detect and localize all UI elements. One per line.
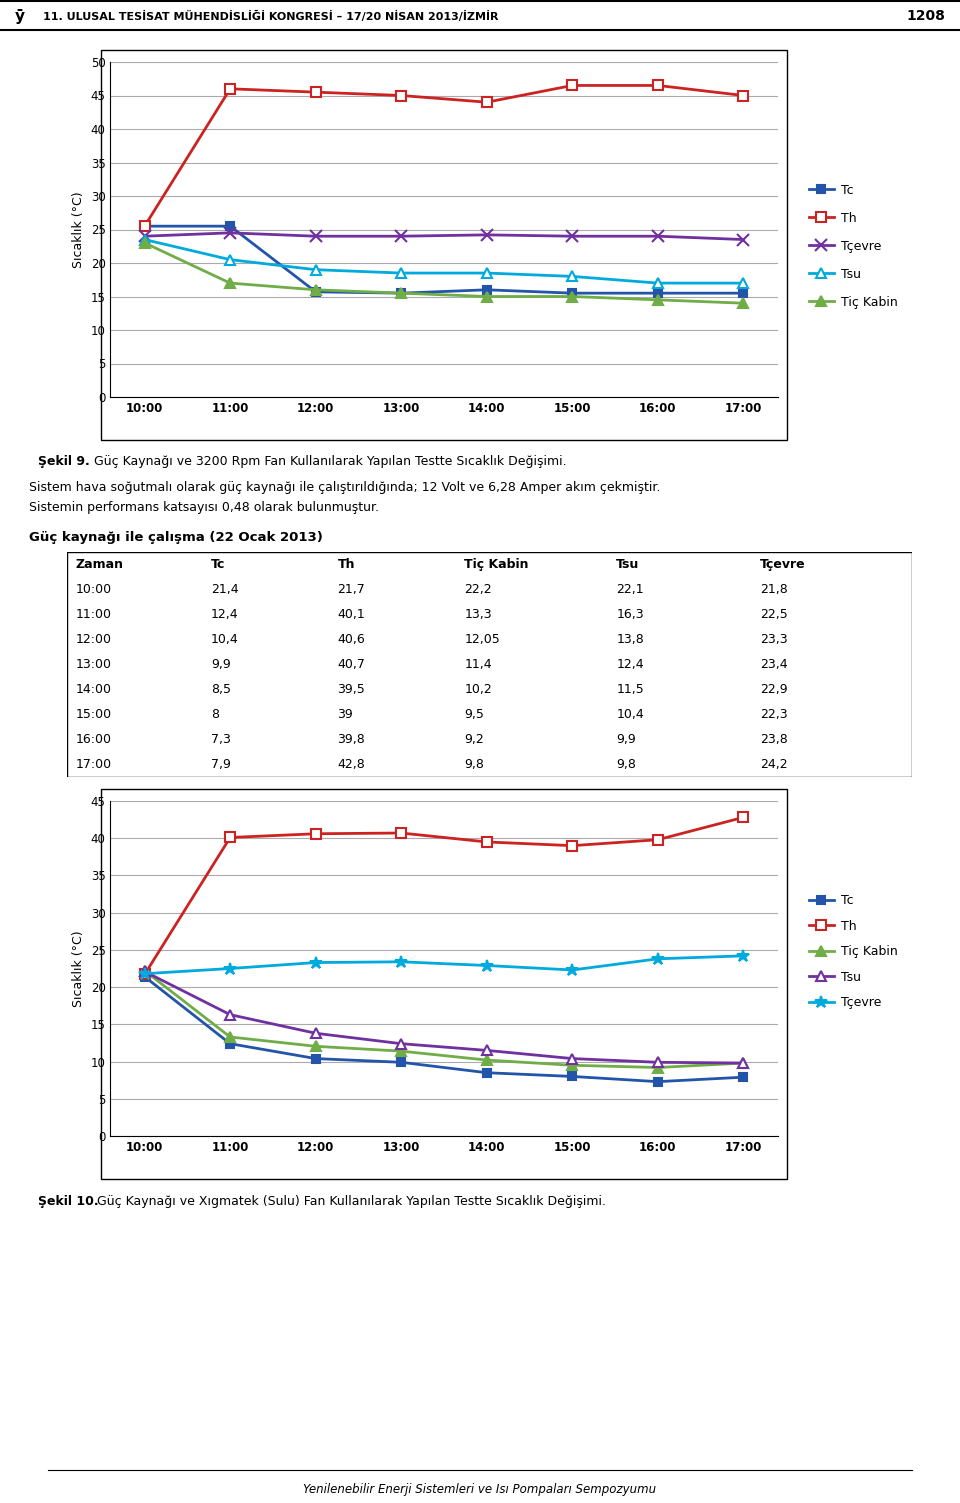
Text: Şekil 9.: Şekil 9.: [38, 455, 90, 469]
Text: Th: Th: [338, 558, 355, 571]
Text: 16:00: 16:00: [76, 733, 111, 745]
Text: 21,8: 21,8: [760, 583, 788, 597]
Text: 11,4: 11,4: [465, 658, 492, 670]
Text: 22,5: 22,5: [760, 609, 788, 621]
Text: 9,8: 9,8: [465, 758, 484, 771]
Y-axis label: Sıcaklık (°C): Sıcaklık (°C): [72, 930, 85, 1007]
Text: 7,3: 7,3: [211, 733, 230, 745]
Text: Tc: Tc: [211, 558, 226, 571]
Text: 10,4: 10,4: [616, 708, 644, 721]
Legend: Tc, Th, Tiç Kabin, Tsu, Tçevre: Tc, Th, Tiç Kabin, Tsu, Tçevre: [804, 890, 903, 1015]
Text: Zaman: Zaman: [76, 558, 124, 571]
Text: 1208: 1208: [907, 9, 946, 23]
Text: 22,2: 22,2: [465, 583, 492, 597]
Text: 13,8: 13,8: [616, 633, 644, 646]
Text: 21,4: 21,4: [211, 583, 238, 597]
Text: 12,4: 12,4: [616, 658, 644, 670]
Text: Şekil 10.: Şekil 10.: [38, 1195, 99, 1207]
Text: Sistem hava soğutmalı olarak güç kaynağı ile çalıştırıldığında; 12 Volt ve 6,28 : Sistem hava soğutmalı olarak güç kaynağı…: [29, 481, 660, 493]
Text: 40,6: 40,6: [338, 633, 366, 646]
Text: 9,5: 9,5: [465, 708, 484, 721]
Text: Güç Kaynağı ve Xıgmatek (Sulu) Fan Kullanılarak Yapılan Testte Sıcaklık Değişimi: Güç Kaynağı ve Xıgmatek (Sulu) Fan Kulla…: [93, 1195, 606, 1207]
Text: 10:00: 10:00: [76, 583, 111, 597]
Text: 21,7: 21,7: [338, 583, 366, 597]
Text: 23,4: 23,4: [760, 658, 787, 670]
Text: 40,1: 40,1: [338, 609, 366, 621]
Text: 39,8: 39,8: [338, 733, 366, 745]
Text: 39: 39: [338, 708, 353, 721]
Text: 9,9: 9,9: [616, 733, 636, 745]
Text: 17:00: 17:00: [76, 758, 111, 771]
Text: Güç Kaynağı ve 3200 Rpm Fan Kullanılarak Yapılan Testte Sıcaklık Değişimi.: Güç Kaynağı ve 3200 Rpm Fan Kullanılarak…: [89, 455, 566, 469]
Text: 15:00: 15:00: [76, 708, 111, 721]
Text: 10,4: 10,4: [211, 633, 239, 646]
Text: 12:00: 12:00: [76, 633, 111, 646]
Text: Tçevre: Tçevre: [760, 558, 805, 571]
Text: 16,3: 16,3: [616, 609, 644, 621]
Text: 23,3: 23,3: [760, 633, 787, 646]
Text: 7,9: 7,9: [211, 758, 230, 771]
Text: 12,05: 12,05: [465, 633, 500, 646]
Text: 10,2: 10,2: [465, 682, 492, 696]
Text: Sistemin performans katsayısı 0,48 olarak bulunmuştur.: Sistemin performans katsayısı 0,48 olara…: [29, 500, 379, 514]
Text: 11:00: 11:00: [76, 609, 111, 621]
Text: Tiç Kabin: Tiç Kabin: [465, 558, 529, 571]
Text: 23,8: 23,8: [760, 733, 788, 745]
Text: 8,5: 8,5: [211, 682, 230, 696]
Text: Güç kaynağı ile çalışma (22 Ocak 2013): Güç kaynağı ile çalışma (22 Ocak 2013): [29, 531, 323, 544]
Legend: Tc, Th, Tçevre, Tsu, Tiç Kabin: Tc, Th, Tçevre, Tsu, Tiç Kabin: [804, 179, 903, 314]
Text: 39,5: 39,5: [338, 682, 366, 696]
Text: Tsu: Tsu: [616, 558, 639, 571]
Text: 11,5: 11,5: [616, 682, 644, 696]
Text: 14:00: 14:00: [76, 682, 111, 696]
Text: 9,9: 9,9: [211, 658, 230, 670]
Text: 22,9: 22,9: [760, 682, 787, 696]
Text: ȳ: ȳ: [14, 9, 24, 24]
Text: Yenilenebilir Enerji Sistemleri ve Isı Pompaları Sempozyumu: Yenilenebilir Enerji Sistemleri ve Isı P…: [303, 1482, 657, 1495]
Y-axis label: Sıcaklık (°C): Sıcaklık (°C): [72, 191, 85, 268]
Text: 13,3: 13,3: [465, 609, 492, 621]
Text: 40,7: 40,7: [338, 658, 366, 670]
Text: 11. ULUSAL TESİSAT MÜHENDİSLİĞİ KONGRESİ – 17/20 NİSAN 2013/İZMİR: 11. ULUSAL TESİSAT MÜHENDİSLİĞİ KONGRESİ…: [43, 11, 498, 21]
Text: 22,1: 22,1: [616, 583, 644, 597]
Text: 8: 8: [211, 708, 219, 721]
Text: 9,8: 9,8: [616, 758, 636, 771]
Text: 24,2: 24,2: [760, 758, 787, 771]
Text: 12,4: 12,4: [211, 609, 238, 621]
Text: 22,3: 22,3: [760, 708, 787, 721]
Text: 9,2: 9,2: [465, 733, 484, 745]
Text: 13:00: 13:00: [76, 658, 111, 670]
Text: 42,8: 42,8: [338, 758, 366, 771]
